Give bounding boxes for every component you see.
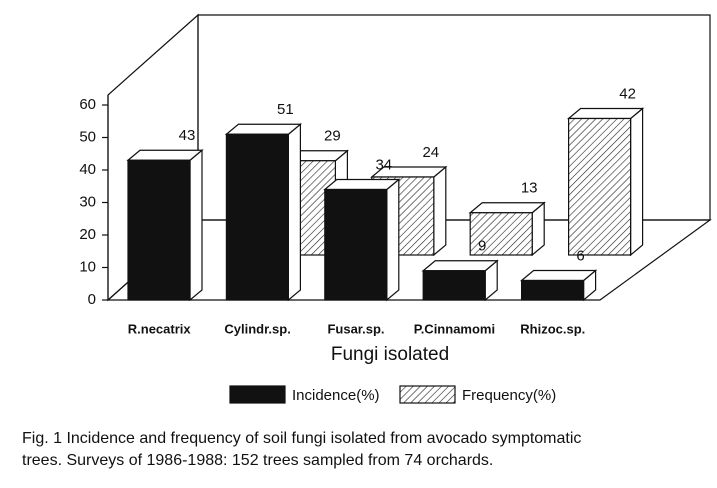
bar-side [433,165,447,257]
chart: Fungi isolated 0 10 20 30 40 50 60 42 13 24 29 6 9 34… [79,13,712,404]
bar-top [421,260,499,272]
bar-top [323,178,401,191]
bar-front [127,159,191,301]
bar-front [520,279,585,301]
bar-front [324,188,388,301]
y-tick-label: 40 [79,161,96,178]
bar-front [422,270,486,301]
x-tick-label: Cylindr.sp. [224,321,290,336]
bar-side [287,122,301,302]
bar-top [468,202,546,214]
x-axis-title: Fungi isolated [331,344,449,365]
bar-top [224,123,303,135]
bar-front [225,133,289,301]
bar-top [519,269,598,282]
data-label: 9 [478,238,486,255]
legend-swatch [229,385,286,404]
y-tick-label: 50 [79,128,96,145]
data-label: 42 [619,85,636,102]
caption: Fig. 1 Incidence and frequency of soil f… [22,430,582,447]
data-label: 13 [521,180,538,197]
data-label: 34 [375,156,392,173]
bar-front [469,212,533,256]
y-tick-label: 30 [79,193,96,210]
bar-side [386,178,400,302]
legend-label: Frequency(%) [462,387,556,404]
bar [421,259,499,302]
y-tick-label: 20 [79,226,96,243]
bar-top [126,149,204,161]
bar-side [629,107,644,257]
bar-front [567,117,632,256]
legend-label: Incidence(%) [292,387,380,404]
data-label: 24 [422,144,439,161]
bar [126,148,204,302]
x-tick-label: Rhizoc.sp. [520,321,585,336]
data-label: 29 [324,128,341,145]
caption: trees. Surveys of 1986-1988: 152 trees s… [22,452,494,469]
bar [468,201,546,257]
data-label: 43 [179,127,196,144]
bar-top [566,107,645,120]
x-tick-label: P.Cinnamomi [414,321,495,336]
x-tick-label: Fusar.sp. [327,321,384,336]
data-label: 51 [277,101,294,118]
bar [519,269,598,302]
bar [224,122,303,302]
bar-side [189,148,203,302]
y-tick-label: 10 [79,258,96,275]
legend-swatch [399,385,456,404]
y-tick-label: 60 [79,96,96,113]
x-tick-label: R.necatrix [128,321,192,336]
bar [566,107,645,257]
data-label: 6 [576,247,584,264]
y-tick-label: 0 [88,291,96,308]
bar [323,178,401,302]
